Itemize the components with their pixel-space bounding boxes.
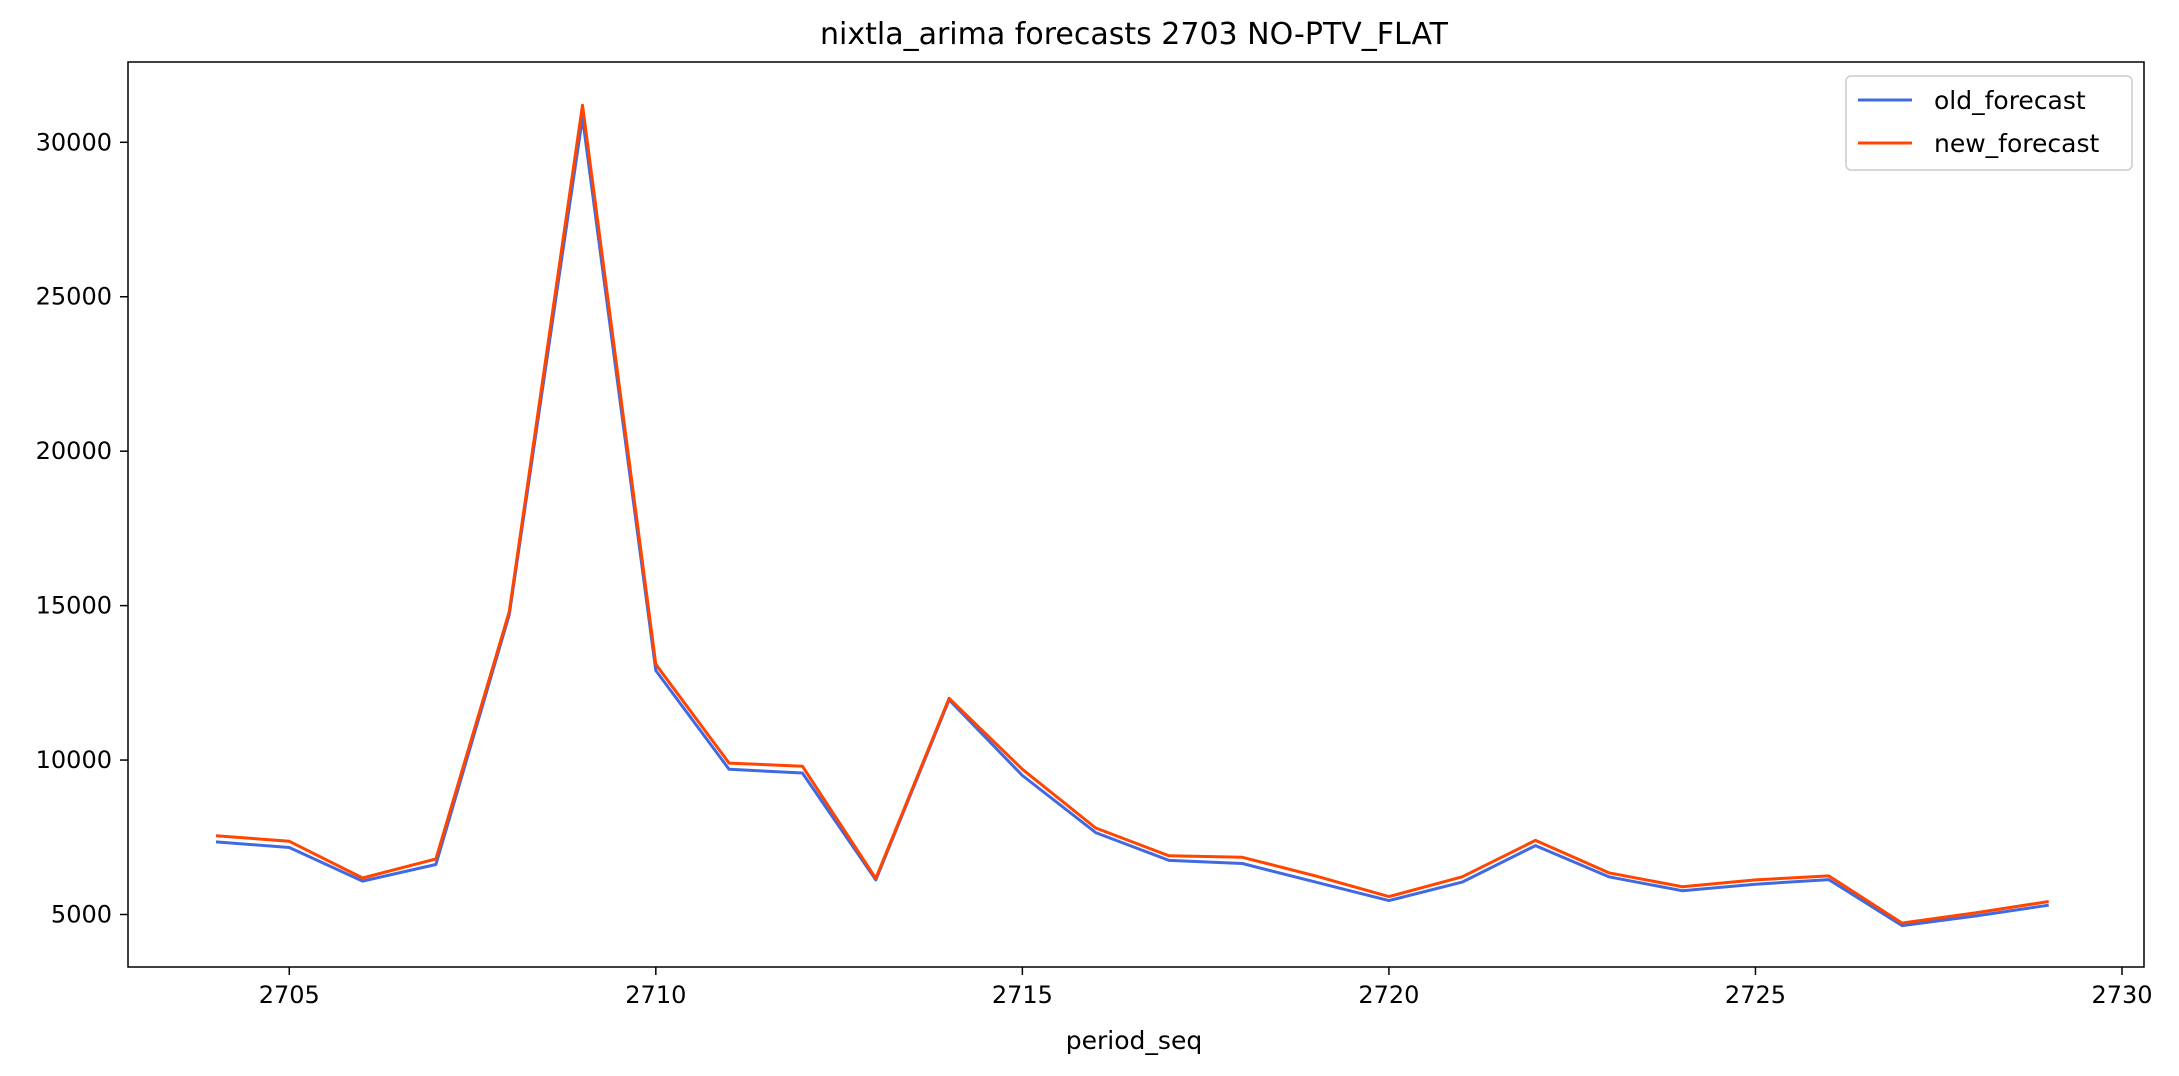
x-tick-label: 2725 [1725, 981, 1786, 1009]
y-tick-label: 30000 [36, 128, 112, 156]
y-tick-label: 25000 [36, 283, 112, 311]
legend: old_forecast new_forecast [1845, 75, 2133, 171]
x-tick-label: 2715 [992, 981, 1053, 1009]
x-axis-label: period_seq [1066, 1026, 1202, 1055]
y-tick-label: 10000 [36, 746, 112, 774]
series-line-old_forecast [215, 116, 2049, 928]
x-tick-label: 2730 [2091, 981, 2152, 1009]
x-tick-label: 2705 [259, 981, 320, 1009]
y-axis: 5000 10000 15000 20000 25000 30000 [36, 128, 128, 928]
x-tick-label: 2720 [1358, 981, 1419, 1009]
x-tick-label: 2710 [625, 981, 686, 1009]
legend-label-new_forecast: new_forecast [1934, 129, 2099, 158]
y-tick-label: 15000 [36, 592, 112, 620]
x-axis: 2705 2710 2715 2720 2725 2730 [259, 967, 2153, 1009]
legend-box [1845, 75, 2133, 171]
y-tick-label: 20000 [36, 437, 112, 465]
series-line-new_forecast [215, 103, 2049, 925]
plot-frame [127, 61, 2145, 968]
plot-area [215, 103, 2049, 928]
y-tick-label: 5000 [51, 900, 112, 928]
chart-title: nixtla_arima forecasts 2703 NO-PTV_FLAT [820, 17, 1449, 52]
legend-label-old_forecast: old_forecast [1934, 86, 2086, 115]
